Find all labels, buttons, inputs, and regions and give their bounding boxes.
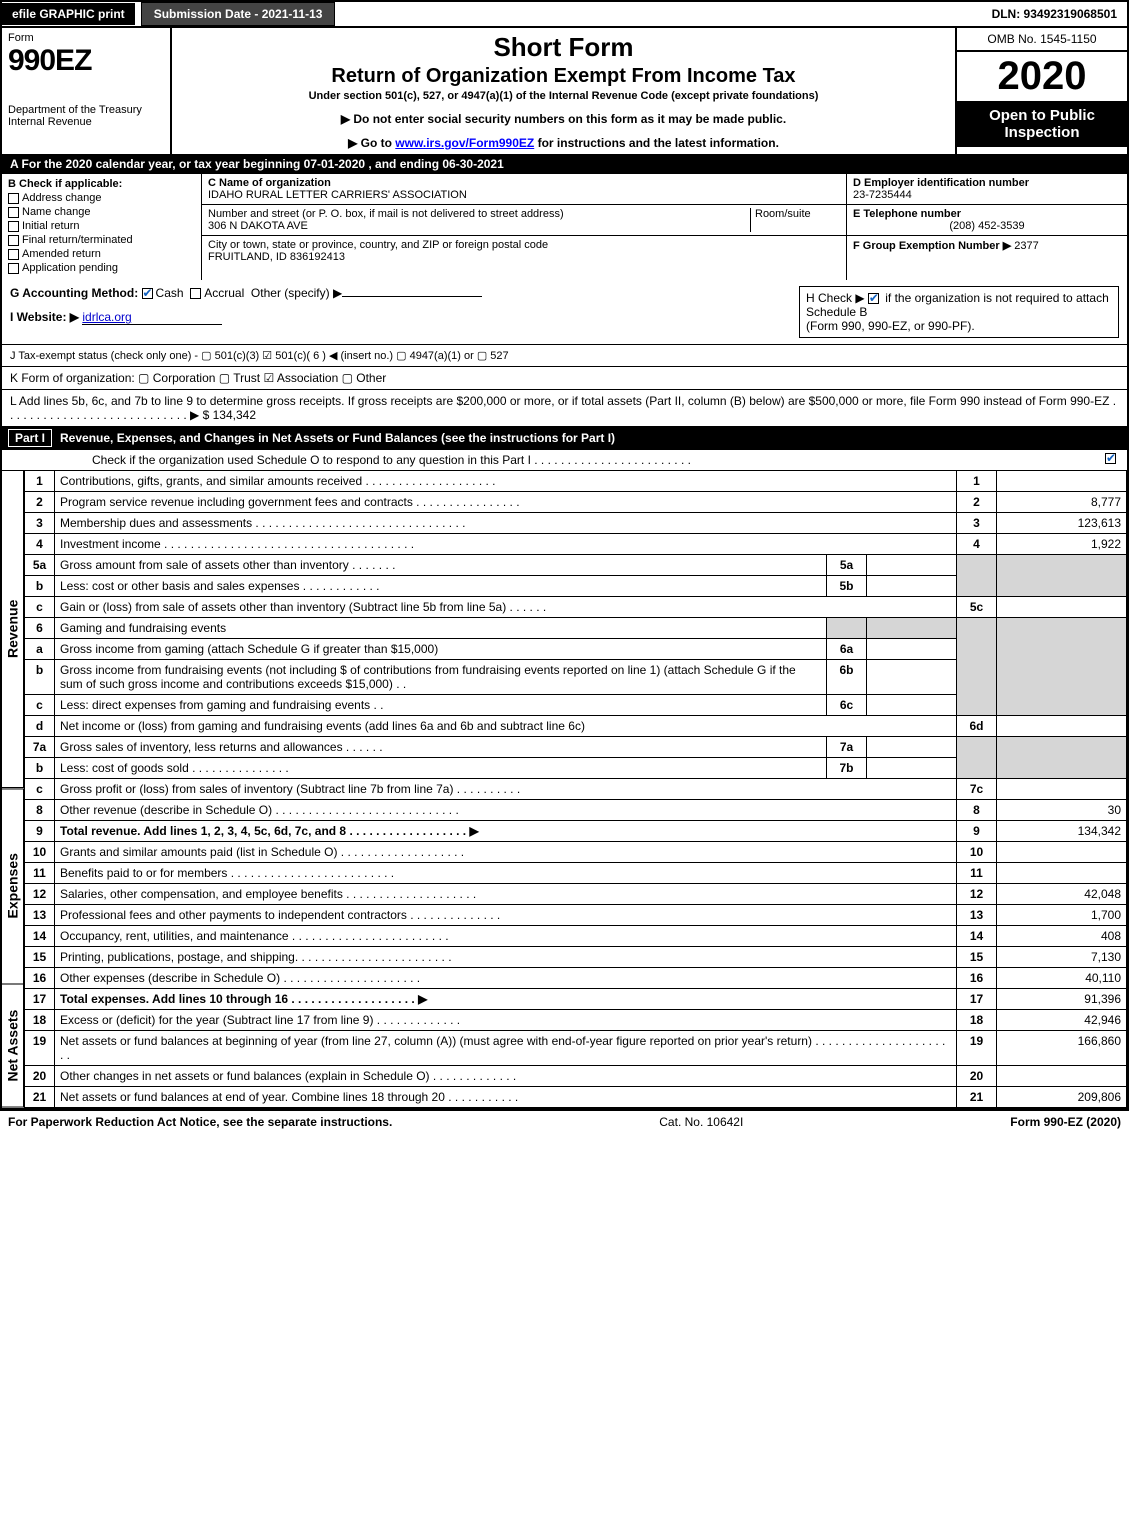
room-cap: Room/suite [755, 208, 811, 220]
e-cap: E Telephone number [853, 208, 961, 220]
tax-year: 2020 [957, 52, 1127, 101]
line-l: L Add lines 5b, 6c, and 7b to line 9 to … [2, 389, 1127, 426]
chk-accrual[interactable] [190, 288, 201, 299]
g-other: Other (specify) ▶ [251, 286, 342, 300]
irs-link[interactable]: www.irs.gov/Form990EZ [395, 136, 534, 150]
ein-value: 23-7235444 [853, 189, 912, 201]
line-a: A For the 2020 calendar year, or tax yea… [2, 154, 1127, 174]
line-7a: 7aGross sales of inventory, less returns… [25, 737, 1127, 758]
line-1: 1Contributions, gifts, grants, and simil… [25, 471, 1127, 492]
title-short-form: Short Form [180, 32, 947, 63]
line-2: 2Program service revenue including gover… [25, 492, 1127, 513]
line-21: 21Net assets or fund balances at end of … [25, 1087, 1127, 1108]
entity-block: B Check if applicable: Address change Na… [2, 174, 1127, 280]
chk-application-pending[interactable]: Application pending [8, 262, 195, 274]
line-5c: cGain or (loss) from sale of assets othe… [25, 597, 1127, 618]
line-5a: 5aGross amount from sale of assets other… [25, 555, 1127, 576]
chk-cash[interactable] [142, 288, 153, 299]
g-label: G Accounting Method: [10, 286, 138, 300]
line-6d: dNet income or (loss) from gaming and fu… [25, 716, 1127, 737]
submission-date-button[interactable]: Submission Date - 2021-11-13 [141, 2, 336, 26]
dln-label: DLN: 93492319068501 [982, 3, 1127, 25]
line-15: 15Printing, publications, postage, and s… [25, 947, 1127, 968]
line-7c: cGross profit or (loss) from sales of in… [25, 779, 1127, 800]
chk-final-return[interactable]: Final return/terminated [8, 234, 195, 246]
line-14: 14Occupancy, rent, utilities, and mainte… [25, 926, 1127, 947]
line-11: 11Benefits paid to or for members . . . … [25, 863, 1127, 884]
chk-name-change[interactable]: Name change [8, 206, 195, 218]
group-exemption-value: 2377 [1014, 240, 1038, 252]
line-9: 9Total revenue. Add lines 1, 2, 3, 4, 5c… [25, 821, 1127, 842]
department-label: Department of the Treasury Internal Reve… [8, 104, 164, 128]
line-12: 12Salaries, other compensation, and empl… [25, 884, 1127, 905]
org-address: 306 N DAKOTA AVE [208, 220, 308, 232]
footer-left: For Paperwork Reduction Act Notice, see … [8, 1115, 392, 1129]
chk-address-change[interactable]: Address change [8, 192, 195, 204]
goto-pre: ▶ Go to [348, 136, 395, 150]
footer-right: Form 990-EZ (2020) [1010, 1115, 1121, 1129]
chk-h[interactable] [868, 293, 879, 304]
f-cap: F Group Exemption Number ▶ [853, 240, 1011, 252]
b-label: B Check if applicable: [8, 178, 195, 190]
gh-row: G Accounting Method: Cash Accrual Other … [2, 280, 1127, 344]
line-k: K Form of organization: ▢ Corporation ▢ … [2, 366, 1127, 389]
form-number: 990EZ [8, 44, 164, 78]
chk-schedule-o[interactable] [1105, 453, 1116, 464]
website-link[interactable]: idrlca.org [82, 310, 222, 325]
side-netassets: Net Assets [2, 984, 24, 1108]
line-18: 18Excess or (deficit) for the year (Subt… [25, 1010, 1127, 1031]
h-text1: H Check ▶ [806, 291, 868, 305]
line-3: 3Membership dues and assessments . . . .… [25, 513, 1127, 534]
h-text3: (Form 990, 990-EZ, or 990-PF). [806, 319, 975, 333]
c-city-cap: City or town, state or province, country… [208, 239, 548, 251]
title-sub: Under section 501(c), 527, or 4947(a)(1)… [180, 90, 947, 102]
warning-ssn: ▶ Do not enter social security numbers o… [180, 112, 947, 126]
page-footer: For Paperwork Reduction Act Notice, see … [0, 1110, 1129, 1133]
form-word: Form [8, 32, 164, 44]
side-revenue: Revenue [2, 470, 24, 788]
form-header: Form 990EZ Department of the Treasury In… [0, 28, 1129, 154]
efile-label: efile GRAPHIC print [2, 3, 135, 25]
line-j: J Tax-exempt status (check only one) - ▢… [2, 344, 1127, 366]
line-20: 20Other changes in net assets or fund ba… [25, 1066, 1127, 1087]
part-1-header: Part I Revenue, Expenses, and Changes in… [2, 426, 1127, 450]
chk-initial-return[interactable]: Initial return [8, 220, 195, 232]
i-label: I Website: ▶ [10, 310, 79, 324]
part-1-sub: Check if the organization used Schedule … [2, 450, 1127, 470]
phone-value: (208) 452-3539 [853, 220, 1121, 232]
line-10: 10Grants and similar amounts paid (list … [25, 842, 1127, 863]
open-to-public: Open to Public Inspection [957, 101, 1127, 147]
g-other-input[interactable] [342, 296, 482, 297]
c-name-cap: C Name of organization [208, 177, 331, 189]
org-name: IDAHO RURAL LETTER CARRIERS' ASSOCIATION [208, 189, 467, 201]
line-13: 13Professional fees and other payments t… [25, 905, 1127, 926]
c-addr-cap: Number and street (or P. O. box, if mail… [208, 208, 564, 220]
line-16: 16Other expenses (describe in Schedule O… [25, 968, 1127, 989]
side-expenses: Expenses [2, 788, 24, 984]
org-city: FRUITLAND, ID 836192413 [208, 251, 345, 263]
line-8: 8Other revenue (describe in Schedule O) … [25, 800, 1127, 821]
top-bar: efile GRAPHIC print Submission Date - 20… [0, 0, 1129, 28]
footer-catno: Cat. No. 10642I [392, 1115, 1010, 1129]
line-17: 17Total expenses. Add lines 10 through 1… [25, 989, 1127, 1010]
d-cap: D Employer identification number [853, 177, 1029, 189]
gross-receipts-value: 134,342 [213, 408, 256, 422]
line-6: 6Gaming and fundraising events [25, 618, 1127, 639]
omb-number: OMB No. 1545-1150 [957, 28, 1127, 52]
line-19: 19Net assets or fund balances at beginni… [25, 1031, 1127, 1066]
chk-amended-return[interactable]: Amended return [8, 248, 195, 260]
goto-post: for instructions and the latest informat… [534, 136, 779, 150]
title-return: Return of Organization Exempt From Incom… [180, 65, 947, 88]
part-1-title: Revenue, Expenses, and Changes in Net As… [60, 431, 615, 445]
line-4: 4Investment income . . . . . . . . . . .… [25, 534, 1127, 555]
part-1-label: Part I [8, 429, 52, 447]
financial-table: 1Contributions, gifts, grants, and simil… [24, 470, 1127, 1108]
goto-line: ▶ Go to www.irs.gov/Form990EZ for instru… [180, 136, 947, 150]
